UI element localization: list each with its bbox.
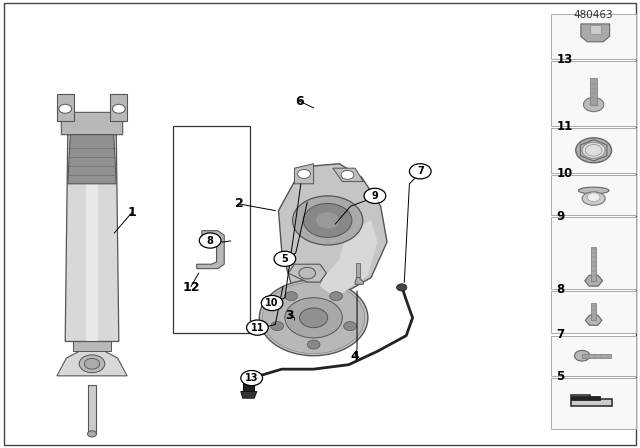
Polygon shape [294,164,314,184]
Ellipse shape [582,192,605,205]
Circle shape [262,282,365,353]
Polygon shape [591,25,602,34]
Circle shape [575,350,590,361]
Text: 1: 1 [127,207,136,220]
Text: 6: 6 [295,95,304,108]
Polygon shape [320,220,378,297]
Circle shape [59,104,72,113]
Bar [551,128,636,172]
Text: 13: 13 [245,373,259,383]
Polygon shape [278,164,387,297]
Circle shape [259,280,368,356]
Polygon shape [586,315,602,325]
Circle shape [588,193,600,202]
Polygon shape [243,382,254,392]
Bar [88,385,96,434]
Circle shape [299,267,316,279]
Text: 2: 2 [234,198,243,211]
Text: 3: 3 [285,309,294,322]
Bar [173,126,250,333]
Circle shape [261,296,283,310]
Polygon shape [68,135,116,184]
Polygon shape [61,112,123,135]
Bar [551,175,636,215]
Polygon shape [585,276,603,286]
Polygon shape [196,231,224,269]
Polygon shape [572,396,600,400]
Bar [551,14,636,59]
Bar [551,291,636,333]
Polygon shape [333,168,364,181]
Bar [356,263,360,277]
Text: 5: 5 [282,254,288,264]
Bar [582,354,611,358]
Bar [73,341,111,351]
Polygon shape [580,140,607,161]
Polygon shape [65,135,119,341]
Circle shape [292,196,363,245]
Circle shape [285,297,342,338]
Circle shape [84,358,100,369]
Text: 8: 8 [556,284,564,297]
Polygon shape [110,95,127,121]
Circle shape [584,97,604,112]
Circle shape [88,431,97,437]
Polygon shape [572,395,612,406]
Circle shape [274,251,296,267]
Polygon shape [241,392,257,398]
Circle shape [300,308,328,327]
Bar [591,247,596,281]
Polygon shape [57,95,74,121]
Circle shape [364,188,386,203]
Text: 5: 5 [556,370,564,383]
Circle shape [582,142,605,158]
Circle shape [199,233,221,248]
Circle shape [307,340,320,349]
Circle shape [285,292,298,301]
Text: 11: 11 [251,323,264,332]
Polygon shape [355,277,364,284]
Circle shape [113,104,125,113]
Circle shape [79,355,105,373]
Circle shape [298,169,310,178]
Circle shape [344,322,356,331]
Circle shape [303,203,352,237]
Text: 11: 11 [556,121,573,134]
Polygon shape [86,135,99,341]
Text: 10: 10 [266,298,279,308]
Circle shape [271,322,284,331]
Circle shape [410,164,431,179]
Text: 4: 4 [351,350,360,363]
Circle shape [576,138,612,163]
Circle shape [397,284,407,291]
Text: 12: 12 [182,281,200,294]
Text: 9: 9 [556,210,564,223]
Text: 7: 7 [556,328,564,341]
Bar [591,303,596,320]
Polygon shape [57,351,127,376]
Polygon shape [288,264,326,282]
Circle shape [246,320,268,335]
Polygon shape [581,24,610,42]
Circle shape [341,170,354,179]
Text: 8: 8 [207,236,214,246]
Text: 7: 7 [417,166,424,177]
Text: 480463: 480463 [574,9,614,20]
Text: 10: 10 [556,167,573,180]
Circle shape [586,145,602,156]
Bar [551,61,636,126]
Bar [551,336,636,376]
Bar [591,78,597,104]
Bar [551,217,636,289]
Circle shape [241,370,262,386]
Circle shape [330,292,342,301]
Text: 9: 9 [372,191,378,201]
Text: 13: 13 [556,53,573,66]
Bar [551,378,636,430]
Ellipse shape [579,187,609,194]
Circle shape [316,212,339,228]
